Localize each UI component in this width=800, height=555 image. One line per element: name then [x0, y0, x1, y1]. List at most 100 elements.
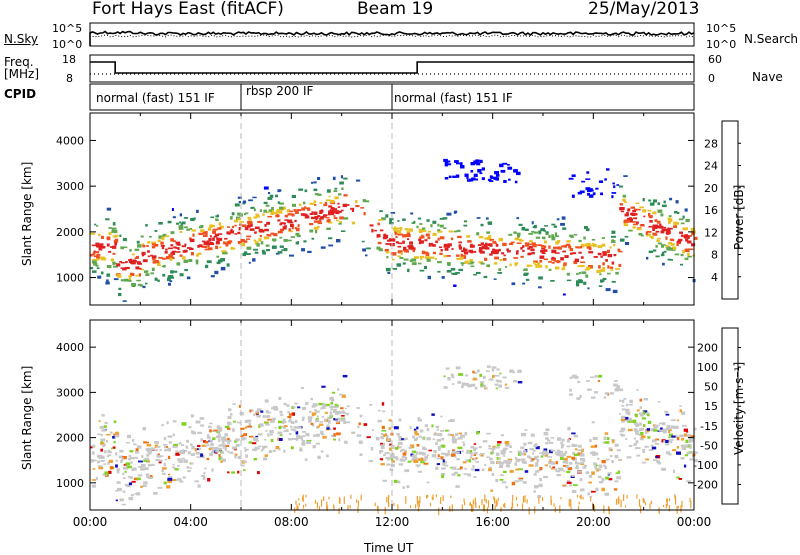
data-cell — [336, 239, 341, 243]
data-cell — [301, 418, 305, 422]
data-cell — [690, 227, 695, 231]
data-cell — [288, 230, 293, 233]
data-cell — [489, 239, 495, 241]
data-cell — [548, 234, 551, 238]
data-cell — [248, 218, 252, 221]
data-cell — [443, 386, 448, 389]
data-cell — [313, 220, 319, 223]
data-cell — [162, 467, 167, 470]
data-cell — [633, 217, 638, 220]
data-cell — [487, 178, 492, 182]
data-cell — [243, 251, 248, 255]
data-cell — [196, 448, 201, 451]
data-cell — [464, 501, 466, 506]
data-cell — [363, 212, 366, 216]
data-cell — [304, 189, 308, 193]
data-cell — [310, 397, 313, 401]
data-cell — [627, 428, 633, 432]
data-cell — [543, 258, 549, 261]
data-cell — [402, 459, 406, 462]
data-cell — [594, 452, 599, 456]
data-cell — [189, 238, 195, 243]
data-cell — [311, 423, 315, 427]
data-cell — [143, 481, 148, 485]
data-cell — [640, 427, 644, 431]
data-cell — [516, 232, 521, 236]
data-cell — [466, 449, 469, 452]
data-cell — [494, 242, 497, 245]
data-cell — [235, 444, 240, 447]
data-cell — [490, 460, 495, 465]
data-cell — [234, 203, 240, 207]
data-cell — [293, 426, 297, 428]
data-cell — [638, 499, 641, 507]
data-cell — [641, 461, 647, 464]
data-cell — [643, 398, 649, 401]
data-cell — [113, 229, 118, 234]
data-cell — [305, 494, 307, 498]
colorbar-tick-label: 20 — [704, 182, 718, 195]
data-cell — [412, 249, 415, 253]
data-cell — [166, 485, 171, 489]
data-cell — [396, 227, 401, 230]
data-cell — [232, 403, 236, 405]
data-cell — [598, 374, 603, 378]
data-cell — [120, 459, 123, 463]
data-cell — [333, 427, 336, 430]
data-cell — [432, 438, 436, 440]
data-cell — [398, 446, 402, 449]
data-cell — [484, 257, 488, 261]
data-cell — [340, 418, 346, 422]
data-cell — [283, 248, 288, 252]
data-cell — [688, 438, 694, 441]
data-cell — [674, 211, 678, 214]
data-cell — [624, 408, 630, 412]
data-cell — [464, 260, 470, 264]
data-cell — [472, 504, 474, 512]
data-cell — [557, 260, 560, 264]
data-cell — [683, 428, 688, 432]
data-cell — [489, 253, 493, 256]
data-cell — [237, 470, 240, 474]
data-cell — [635, 431, 638, 434]
data-cell — [170, 252, 175, 255]
data-cell — [220, 266, 226, 271]
data-cell — [411, 258, 417, 262]
data-cell — [681, 437, 685, 441]
data-cell — [492, 447, 495, 450]
data-cell — [309, 410, 312, 413]
data-cell — [402, 218, 406, 221]
data-cell — [443, 375, 446, 378]
data-cell — [566, 481, 572, 484]
data-cell — [672, 449, 677, 452]
data-cell — [183, 459, 188, 463]
data-cell — [241, 224, 247, 228]
data-cell — [227, 415, 232, 420]
data-cell — [494, 383, 499, 386]
data-cell — [550, 461, 555, 464]
data-cell — [249, 409, 252, 413]
data-cell — [287, 213, 293, 216]
data-cell — [560, 223, 565, 226]
data-cell — [260, 410, 264, 413]
data-cell — [405, 234, 411, 238]
data-cell — [598, 180, 603, 183]
data-cell — [317, 177, 321, 180]
data-cell — [105, 218, 110, 221]
data-cell — [513, 380, 518, 383]
data-cell — [505, 266, 508, 268]
data-cell — [534, 470, 540, 473]
data-cell — [586, 266, 591, 270]
data-cell — [473, 160, 479, 164]
data-cell — [558, 467, 562, 471]
data-cell — [658, 428, 662, 431]
data-cell — [491, 366, 497, 369]
data-cell — [381, 429, 387, 432]
data-cell — [343, 421, 347, 424]
data-cell — [420, 257, 423, 261]
data-cell — [403, 258, 409, 261]
data-cell — [548, 441, 554, 444]
data-cell — [429, 503, 432, 507]
data-cell — [211, 468, 214, 472]
data-cell — [608, 507, 610, 515]
